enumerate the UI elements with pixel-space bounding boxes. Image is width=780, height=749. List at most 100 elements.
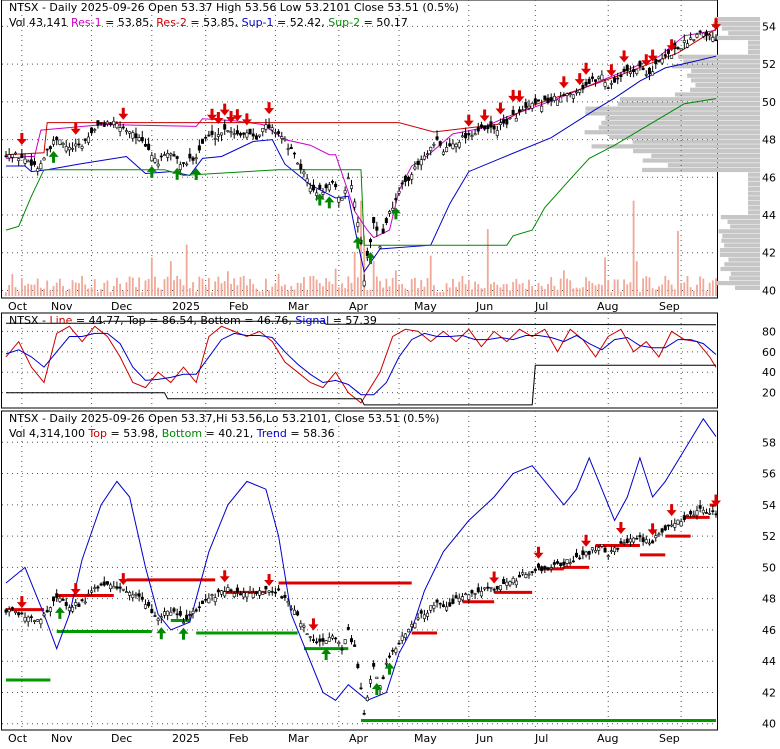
trend-panel-signal-arrows <box>16 494 721 696</box>
volume-bar <box>131 277 134 296</box>
candle-body <box>353 201 357 208</box>
candle-body <box>299 163 303 170</box>
trend-panel-candles <box>4 500 718 716</box>
candle-body <box>201 138 205 144</box>
candle-body <box>182 162 186 164</box>
y-tick-label: 44 <box>762 209 776 222</box>
volume-bar <box>299 283 302 296</box>
volume-bar <box>452 279 454 296</box>
candle-body <box>536 99 540 102</box>
volume-bar <box>680 283 683 296</box>
candle-body <box>210 130 214 135</box>
candle-body <box>422 155 426 160</box>
candle-body <box>381 676 385 680</box>
candle-body <box>220 132 224 136</box>
volume-profile-bar <box>667 163 760 168</box>
volume-bar <box>591 283 594 296</box>
sell-arrow-head <box>574 79 585 86</box>
volume-profile-bar <box>718 229 760 234</box>
candle-body <box>153 158 157 163</box>
volume-bar <box>30 284 33 296</box>
volume-bar <box>661 284 664 296</box>
volume-profile-bar <box>714 16 760 22</box>
y-tick-label: 42 <box>762 686 776 699</box>
candle-body <box>308 187 312 193</box>
volume-bar <box>639 292 641 296</box>
candle-body <box>74 602 78 606</box>
candle-body <box>318 638 322 642</box>
volume-bar <box>645 276 648 296</box>
candle-body <box>4 155 8 158</box>
candle-body <box>93 587 97 589</box>
volume-bar <box>179 279 182 296</box>
candle-body <box>115 123 119 129</box>
candle-body <box>533 98 537 104</box>
volume-bar <box>27 283 30 296</box>
volume-bar <box>284 284 286 296</box>
x-tick-label: Nov <box>51 732 73 745</box>
candle-body <box>283 594 287 598</box>
volume-bar <box>499 287 502 296</box>
volume-bar <box>252 283 255 296</box>
volume-profile-bar <box>617 101 760 107</box>
candle-body <box>74 143 78 147</box>
candle-body <box>473 593 477 595</box>
volume-bar <box>410 279 413 296</box>
candle-body <box>451 143 455 149</box>
volume-bar <box>74 282 77 296</box>
candle-body <box>388 211 392 214</box>
candle-body <box>682 515 686 520</box>
sell-arrow-head <box>118 113 129 120</box>
candle-body <box>289 146 293 150</box>
volume-bar <box>192 282 194 296</box>
candle-body <box>159 616 163 619</box>
volume-bar <box>556 289 559 296</box>
buy-arrow-head <box>324 196 335 203</box>
candle-body <box>426 153 430 155</box>
candle-body <box>685 43 689 48</box>
candle-body <box>96 586 100 589</box>
volume-bar <box>36 278 39 296</box>
candle-body <box>169 153 173 156</box>
candle-body <box>134 133 138 139</box>
volume-profile-bar <box>728 257 760 262</box>
sell-arrow-head <box>606 70 617 77</box>
candle-body <box>112 120 116 125</box>
volume-bar <box>239 277 242 296</box>
sell-arrow-head <box>479 115 490 122</box>
volume-bar <box>692 290 695 296</box>
y-tick-label: 20 <box>762 387 776 400</box>
candle-body <box>479 591 483 597</box>
candle-body <box>508 117 512 120</box>
volume-bar <box>87 288 90 296</box>
volume-bar <box>325 278 328 296</box>
candle-body <box>324 184 328 189</box>
volume-bar <box>182 285 185 296</box>
candle-body <box>261 592 265 595</box>
candle-body <box>584 82 588 86</box>
candle-body <box>581 550 585 555</box>
volume-bar <box>344 288 347 296</box>
header-part: Signal <box>295 314 329 327</box>
volume-bar <box>629 282 632 296</box>
candle-body <box>670 55 674 59</box>
buy-arrow-head <box>191 167 202 174</box>
candle-body <box>454 143 458 148</box>
candle-body <box>7 609 11 613</box>
candle-body <box>622 68 626 72</box>
line-line <box>5 325 717 404</box>
candle-body <box>109 584 113 590</box>
candle-body <box>673 523 677 528</box>
candle-body <box>105 121 109 125</box>
candle-body <box>635 538 639 540</box>
volume-bar <box>20 278 23 296</box>
volume-bar <box>445 283 448 296</box>
candle-body <box>549 97 553 102</box>
candle-body <box>251 133 255 137</box>
sell-arrow-head <box>308 624 319 631</box>
volume-bar <box>436 292 438 296</box>
candle-body <box>508 581 512 586</box>
candle-body <box>353 644 357 647</box>
volume-bar <box>448 287 451 296</box>
